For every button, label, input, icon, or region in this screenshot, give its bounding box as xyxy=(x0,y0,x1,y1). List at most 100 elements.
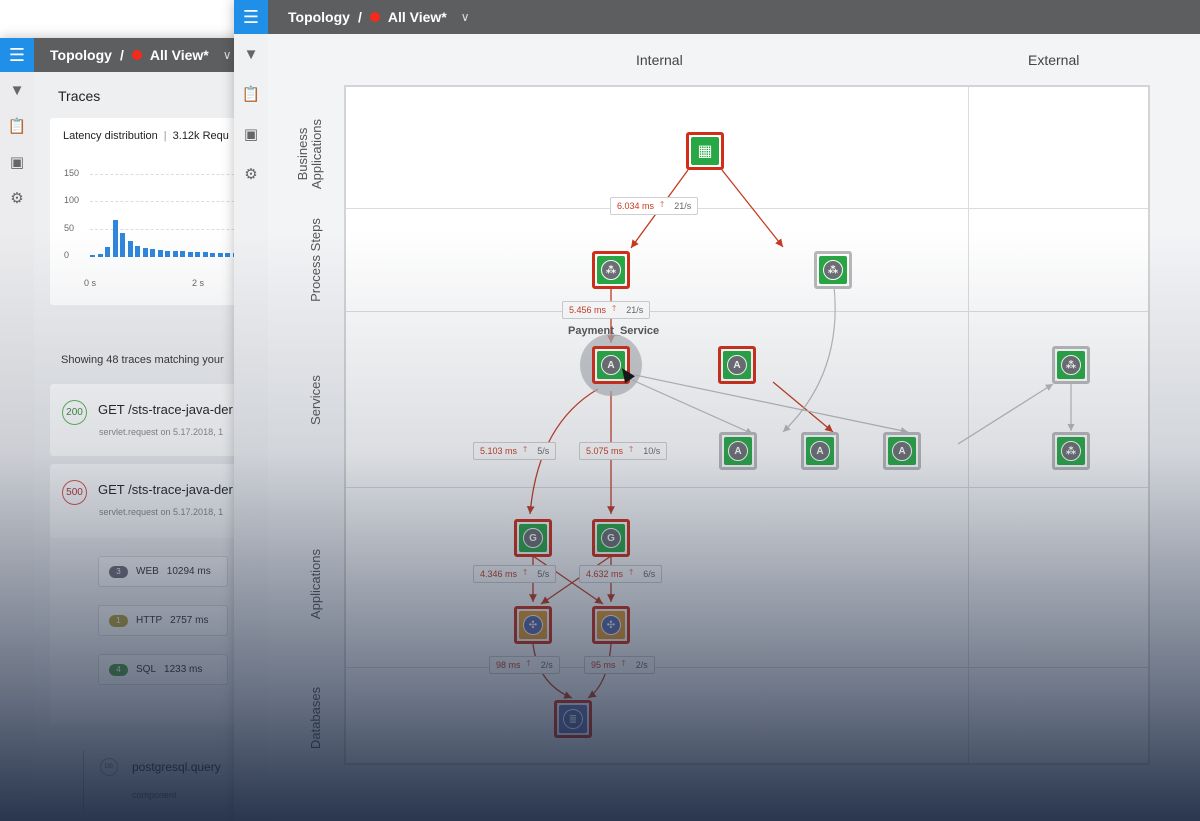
span-pill-web[interactable]: 3 WEB 10294 ms xyxy=(98,556,228,587)
external-service-node[interactable]: ⁂ xyxy=(1052,432,1090,470)
histogram-bar xyxy=(172,251,178,257)
arrow-up-icon: 🡑 xyxy=(629,445,634,454)
chevron-down-icon[interactable]: ∨ xyxy=(460,10,470,24)
histogram-bar xyxy=(225,253,230,257)
x-tick: 0 s xyxy=(84,278,97,288)
service-icon: A xyxy=(728,441,748,461)
trace-row[interactable]: 200 GET /sts-trace-java-der servlet.requ… xyxy=(50,384,260,456)
process-icon: ⁂ xyxy=(1061,441,1081,461)
arrow-up-icon: 🡑 xyxy=(523,568,528,577)
service-node[interactable]: A xyxy=(883,432,921,470)
histogram-bar xyxy=(210,253,215,257)
edge-rate: 6/s xyxy=(643,569,656,579)
span-pill-sql[interactable]: 4 SQL 1233 ms xyxy=(98,654,228,685)
trace-title[interactable]: GET /sts-trace-java-der xyxy=(98,482,233,497)
span-detail-label: postgresql.query xyxy=(132,760,221,774)
histogram-bar xyxy=(127,241,133,257)
arrow-up-icon: 🡑 xyxy=(523,445,528,454)
database-node[interactable]: ≣ xyxy=(554,700,592,738)
breadcrumb: Topology / All View* ∨ xyxy=(50,47,232,63)
span-duration: 2757 ms xyxy=(170,615,209,626)
panel-icon[interactable]: ▣ xyxy=(243,126,259,143)
edge-rate: 5/s xyxy=(537,446,550,456)
edge-metric-label[interactable]: 4.632 ms 🡑 6/s xyxy=(579,565,663,583)
histogram-bar xyxy=(202,252,208,257)
breadcrumb-current-view[interactable]: All View* xyxy=(387,9,447,25)
process-step-node[interactable]: ⁂ xyxy=(592,251,630,289)
side-rail: ▼ 📋 ▣ ⚙ xyxy=(234,34,268,821)
status-dot-icon xyxy=(369,12,380,22)
trace-count-text: Showing 48 traces matching your xyxy=(61,354,224,366)
edge-rate: 5/s xyxy=(537,569,550,579)
external-service-node[interactable]: ⁂ xyxy=(1052,346,1090,384)
library-icon: ✣ xyxy=(523,615,543,635)
edge-metric-label[interactable]: 5.456 ms 🡑 21/s xyxy=(562,301,651,319)
clipboard-icon[interactable]: 📋 xyxy=(7,118,27,135)
histogram-bar xyxy=(165,251,170,257)
filter-icon[interactable]: ▼ xyxy=(9,82,25,99)
latency-header: Latency distribution | 3.12k Requ xyxy=(63,130,229,142)
edge-rate: 21/s xyxy=(626,305,644,315)
histogram-bar xyxy=(120,233,125,257)
edge-latency: 5.456 ms xyxy=(569,305,607,315)
edge-rate: 2/s xyxy=(540,660,553,670)
service-icon: A xyxy=(892,441,912,461)
histogram-bar xyxy=(135,246,140,257)
gear-icon[interactable]: ⚙ xyxy=(244,166,258,183)
gear-icon[interactable]: ⚙ xyxy=(10,190,24,207)
topology-canvas: Internal External Business Applications P… xyxy=(268,34,1200,821)
edge-metric-label[interactable]: 5.103 ms 🡑 5/s xyxy=(473,442,557,460)
status-badge: 200 xyxy=(62,400,87,425)
clipboard-icon[interactable]: 📋 xyxy=(241,86,261,103)
breadcrumb-topology[interactable]: Topology xyxy=(288,9,350,25)
top-bar: ☰ Topology / All View* ∨ xyxy=(234,0,1200,34)
application-node[interactable]: G xyxy=(592,519,630,557)
histogram-bar xyxy=(142,248,148,257)
edge-metric-label[interactable]: 4.346 ms 🡑 5/s xyxy=(473,565,557,583)
edge-rate: 21/s xyxy=(674,201,692,211)
hamburger-menu-icon[interactable]: ☰ xyxy=(0,38,34,72)
application-node[interactable]: G xyxy=(514,519,552,557)
panel-icon[interactable]: ▣ xyxy=(9,154,25,171)
span-count: 3 xyxy=(109,565,128,578)
edge-latency: 4.346 ms xyxy=(480,569,518,579)
filter-icon[interactable]: ▼ xyxy=(243,46,259,63)
trace-title[interactable]: GET /sts-trace-java-der xyxy=(98,402,233,417)
service-icon: A xyxy=(810,441,830,461)
edge-latency: 95 ms xyxy=(591,660,616,670)
library-node[interactable]: ✣ xyxy=(514,606,552,644)
breadcrumb-current-view[interactable]: All View* xyxy=(149,47,209,63)
trace-row[interactable]: 500 GET /sts-trace-java-der servlet.requ… xyxy=(50,464,260,538)
process-icon: ⁂ xyxy=(823,260,843,280)
trace-subtitle: servlet.request on 5.17.2018, 1 xyxy=(99,427,224,437)
histogram-bar xyxy=(90,255,95,257)
status-dot-icon xyxy=(131,50,142,60)
edge-latency: 98 ms xyxy=(496,660,521,670)
span-count: 1 xyxy=(109,614,128,627)
latency-title: Latency distribution xyxy=(63,130,158,142)
histogram-bar xyxy=(105,247,110,257)
service-node[interactable]: A xyxy=(719,432,757,470)
service-node[interactable]: A xyxy=(801,432,839,470)
traces-panel: Traces Latency distribution | 3.12k Requ 1… xyxy=(34,72,260,821)
span-summary: 3 WEB 10294 ms 1 HTTP 2757 ms 4 SQL 1233… xyxy=(50,538,260,724)
chevron-down-icon[interactable]: ∨ xyxy=(222,48,232,62)
process-step-node[interactable]: ⁂ xyxy=(814,251,852,289)
span-pill-http[interactable]: 1 HTTP 2757 ms xyxy=(98,605,228,636)
histogram-bar xyxy=(195,252,200,257)
span-duration: 1233 ms xyxy=(164,664,203,675)
service-node[interactable]: A xyxy=(718,346,756,384)
status-badge: 500 xyxy=(62,480,87,505)
library-node[interactable]: ✣ xyxy=(592,606,630,644)
edge-metric-label[interactable]: 6.034 ms 🡑 21/s xyxy=(610,197,699,215)
breadcrumb-topology[interactable]: Topology xyxy=(50,47,112,63)
histogram-bar xyxy=(157,250,163,257)
hamburger-menu-icon[interactable]: ☰ xyxy=(234,0,268,34)
y-tick: 0 xyxy=(64,250,70,260)
edge-metric-label[interactable]: 95 ms 🡑 2/s xyxy=(584,656,655,674)
edge-metric-label[interactable]: 5.075 ms 🡑 10/s xyxy=(579,442,668,460)
breadcrumb: Topology / All View* ∨ xyxy=(288,9,470,25)
edge-metric-label[interactable]: 98 ms 🡑 2/s xyxy=(489,656,560,674)
business-app-node[interactable]: ▦ xyxy=(686,132,724,170)
process-icon: ⁂ xyxy=(1061,355,1081,375)
